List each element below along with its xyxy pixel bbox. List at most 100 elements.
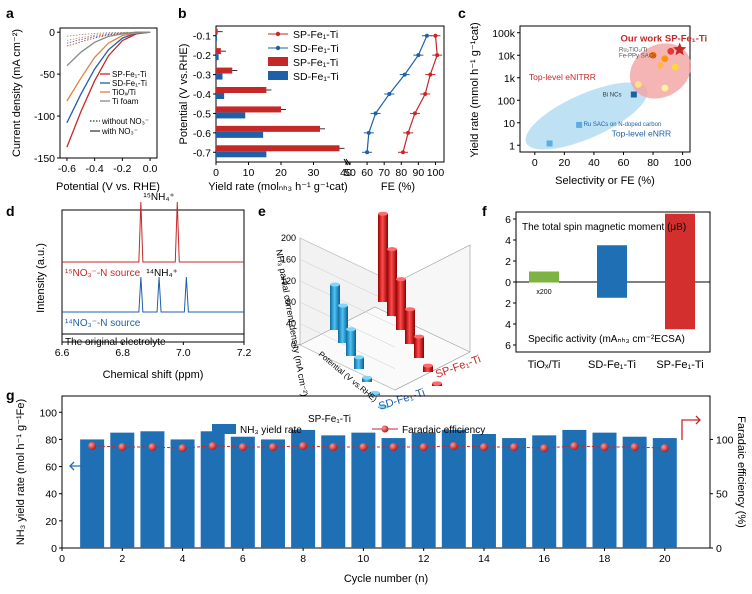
bar-b-sd [216,112,246,119]
bar3d-sp-e [405,309,415,344]
x-tick-label-b: 20 [275,167,287,179]
y-tick-label-b: -0.3 [193,70,211,82]
x-tick-label-b: 0 [213,167,219,179]
point-nrr-c [576,121,583,128]
ylabel-a: Current density (mA cm⁻²) [11,29,23,157]
x-tick-label-g: 6 [240,553,246,565]
bar3d-top-sd-e [362,375,372,380]
x200-label-f: x200 [536,289,551,296]
point-nrr-c [546,140,553,147]
point-nitrr-c [649,51,657,59]
bar-b-sd [216,73,223,80]
bar-yield-g [411,432,436,548]
bar3d-sd-e [362,377,372,382]
x-tick-label-d: 7.2 [237,347,252,359]
y-tick-label-g-right: 0 [716,543,722,555]
panel-letter-b: b [178,5,187,21]
y-tick-label-c: 1 [509,140,515,152]
bar3d-top-sd-e [354,355,364,360]
y-tick-label-a: 0 [49,27,55,39]
bar3d-top-sp-e [432,381,442,386]
y-tick-label-g-right: 50 [716,489,728,501]
point-fe-g [449,441,458,450]
y-tick-label-g-right: 100 [716,434,734,446]
point-fe-g [88,441,97,450]
legend-label-a: SD-Fe₁-Ti [112,79,147,88]
ticks-a: -0.6 -0.4 -0.2 0.0 0 -50 -100 -150 [34,27,158,175]
x-tick-label-g: 12 [418,553,430,565]
legend-rect-b [268,71,288,80]
panel-letter-d: d [6,203,15,219]
y-tick-label-a: -100 [34,111,55,123]
bar3d-top-sp-e [414,334,424,339]
panel-letter-a: a [6,5,14,21]
legend-rect-b [268,57,288,66]
series-label-sd-e: SD-Fe₁-Ti [377,387,426,413]
region-nrr-c [525,82,648,150]
legend2-label-a: with NO₃⁻ [101,127,138,136]
panel-letter-c: c [458,5,466,21]
curve-a-with [66,31,151,148]
bar3d-top-sp-e [378,211,388,216]
y-tick-label-f: 2 [505,256,511,268]
point-fe-g [268,443,277,452]
fe-point-b [365,150,370,155]
x-tick-label-a: 0.0 [143,163,158,175]
bar-b-sp [216,67,233,74]
label-ru-c: Ru₂TiO₂/Ti [619,47,647,53]
fe-line-b [366,35,428,153]
x-tick-label-g: 2 [119,553,125,565]
bar-b-sp [216,125,320,132]
y-tick-label-g-left: 40 [45,489,57,501]
y-tick-label-f: 0 [505,277,511,289]
label-bi-c: Bi NCs [603,92,622,98]
bar-yield-g [110,432,135,548]
x-tick-label-g: 14 [478,553,490,565]
spectrum-15n-d [62,201,244,263]
z-tick-label-e: 40 [286,319,296,329]
curve-a-with [66,31,151,67]
y-tick-label-b: -0.6 [193,128,211,140]
bar-yield-g [80,439,105,548]
y-tick-label-a: -50 [40,69,55,81]
label-nitrr-c: Top-level eNITRR [529,72,596,82]
bar3d-sd-e [338,305,348,343]
point-nitrr-c [661,55,669,63]
point-nitrr-c [634,81,642,88]
bar-yield-g [622,436,647,548]
fe-point-b [416,53,421,58]
legend-label-a: SP-Fe₁-Ti [112,70,147,79]
curve-a-without [66,31,151,47]
xlabel-b-right: FE (%) [381,181,415,193]
axis-break-b [345,158,351,166]
bar3d-top-sp-e [396,277,406,282]
x-tick-label-g: 18 [599,553,611,565]
point-fe-g [208,441,217,450]
x-tick-label-g: 0 [59,553,65,565]
bar3d-sp-e [423,365,433,372]
y-tick-label-c: 100 [497,95,515,107]
bar3d-sd-e [330,284,340,330]
z-tick-label-e: 80 [286,297,296,307]
bar-yield-g [230,436,255,548]
peak-label-14n-d: ¹⁴NH₄⁺ [146,268,177,279]
ylabel-d: Intensity (a.u.) [35,243,47,313]
x-tick-label-c: 0 [532,157,538,169]
bar-activity-f [529,282,559,283]
legend-dot-b [275,31,281,37]
arrow-left-g [69,461,88,471]
bar3d-sp-e [387,249,397,316]
y-tick-label-f: 6 [505,214,511,226]
x-tick-label-d: 7.0 [176,347,191,359]
point-fe-g [118,443,127,452]
bar-yield-g [260,439,285,548]
x-tick-label-b: 40 [340,167,352,179]
y-tick-label-b: -0.4 [193,89,211,101]
curve-a-with [66,31,151,102]
fe-point-b [428,72,433,77]
point-fe-g [600,443,609,452]
panel-a: a -0.6 -0.4 -0.2 0.0 0 -50 -100 -150 SP-Fe₁-TiS… [6,5,160,193]
x-tick-label-g: 4 [180,553,186,565]
legend-bar-label-g: NH₃ yield rate [240,425,302,436]
